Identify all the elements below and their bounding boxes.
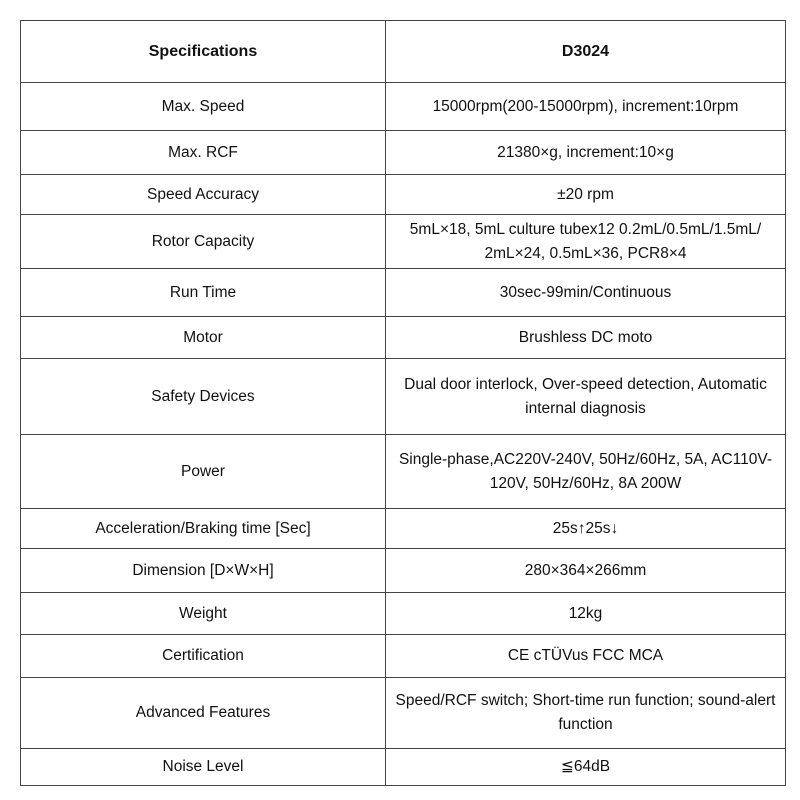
spec-value: Dual door interlock, Over-speed detectio… [385,358,786,435]
spec-value: 25s↑25s↓ [385,508,786,549]
spec-row: Advanced Features Speed/RCF switch; Short… [20,677,786,749]
table-body: Max. Speed 15000rpm(200-15000rpm), increm… [20,82,786,786]
spec-name: Rotor Capacity [20,214,386,269]
spec-value: Single-phase,AC220V-240V, 50Hz/60Hz, 5A,… [385,434,786,509]
spec-row: Speed Accuracy ±20 rpm [20,174,786,215]
spec-value: ≦64dB [385,748,786,786]
spec-row: Acceleration/Braking time [Sec] 25s↑25s↓ [20,508,786,549]
spec-row: Power Single-phase,AC220V-240V, 50Hz/60Hz… [20,434,786,509]
spec-value: ±20 rpm [385,174,786,215]
spec-value: 5mL×18, 5mL culture tubex12 0.2mL/0.5mL/… [385,214,786,269]
spec-value: 12kg [385,592,786,635]
spec-name: Certification [20,634,386,678]
header-row: Specifications D3024 [20,20,786,83]
spec-value: 15000rpm(200-15000rpm), increment:10rpm [385,82,786,131]
spec-value: 280×364×266mm [385,548,786,593]
spec-table: Specifications D3024 Max. Speed 15000rpm(… [20,20,786,786]
spec-name: Safety Devices [20,358,386,435]
spec-row: Motor Brushless DC moto [20,316,786,359]
spec-name: Advanced Features [20,677,386,749]
spec-name: Acceleration/Braking time [Sec] [20,508,386,549]
spec-row: Weight 12kg [20,592,786,635]
spec-row: Noise Level ≦64dB [20,748,786,786]
spec-value: 21380×g, increment:10×g [385,130,786,175]
spec-name: Noise Level [20,748,386,786]
spec-name: Speed Accuracy [20,174,386,215]
spec-row: Certification CE cTÜVus FCC MCA [20,634,786,678]
spec-name: Power [20,434,386,509]
spec-row: Max. RCF 21380×g, increment:10×g [20,130,786,175]
spec-name: Max. RCF [20,130,386,175]
spec-name: Weight [20,592,386,635]
spec-value: 30sec-99min/Continuous [385,268,786,317]
spec-name: Max. Speed [20,82,386,131]
spec-value: CE cTÜVus FCC MCA [385,634,786,678]
spec-row: Rotor Capacity 5mL×18, 5mL culture tubex1… [20,214,786,269]
spec-name: Motor [20,316,386,359]
spec-row: Run Time 30sec-99min/Continuous [20,268,786,317]
spec-value: Brushless DC moto [385,316,786,359]
spec-row: Max. Speed 15000rpm(200-15000rpm), increm… [20,82,786,131]
header-cell: Specifications [20,20,386,83]
spec-name: Dimension [D×W×H] [20,548,386,593]
spec-name: Run Time [20,268,386,317]
spec-value: Speed/RCF switch; Short-time run functio… [385,677,786,749]
spec-row: Safety Devices Dual door interlock, Over-… [20,358,786,435]
spec-row: Dimension [D×W×H] 280×364×266mm [20,548,786,593]
header-cell: D3024 [385,20,786,83]
